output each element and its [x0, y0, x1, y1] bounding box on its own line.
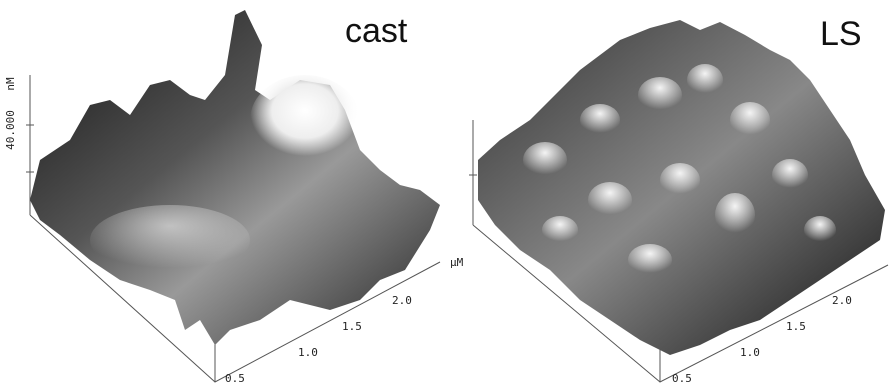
x-tick-label: 1.5: [786, 320, 806, 333]
x-tick-label: 0.5: [225, 372, 245, 385]
x-tick-label: 1.5: [342, 320, 362, 333]
height-peak: [250, 75, 360, 165]
x-tick-label: 2.0: [832, 294, 852, 307]
x-tick-label: 1.0: [298, 346, 318, 359]
x-unit: µM: [450, 256, 464, 269]
x-tick-label: 2.0: [392, 294, 412, 307]
height-ridge: [90, 205, 250, 275]
height-peaks: [523, 64, 836, 276]
panel-ls: LS 0.5 1.0 1.5 2.0: [469, 15, 889, 385]
x-tick-label: 0.5: [672, 372, 692, 385]
z-tick-label: 40.000: [4, 110, 17, 150]
x-tick-label: 1.0: [740, 346, 760, 359]
z-unit: nM: [4, 77, 17, 91]
panel-label: LS: [820, 15, 862, 53]
panel-cast: cast nM 40.000 µM 0.5 1.0 1.5 2.0: [4, 10, 464, 385]
panel-label: cast: [345, 12, 408, 50]
